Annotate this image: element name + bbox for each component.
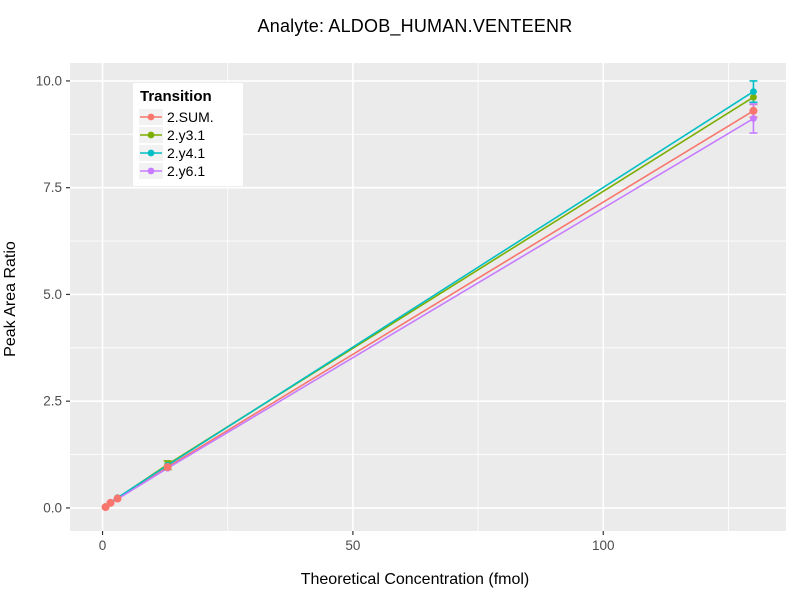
y-tick-label: 10.0	[36, 73, 62, 88]
legend-item-label: 2.y4.1	[167, 145, 206, 161]
data-point-2.y6.1	[750, 115, 757, 122]
legend-item-label: 2.y6.1	[167, 163, 206, 179]
data-point-2.SUM.	[163, 462, 172, 471]
legend-item-label: 2.y3.1	[167, 127, 206, 143]
legend-title: Transition	[140, 88, 212, 105]
legend-item-2sum: 2.SUM.	[139, 108, 235, 126]
x-tick-label: 0	[99, 538, 107, 553]
chart-title: Analyte: ALDOB_HUMAN.VENTEENR	[257, 16, 573, 36]
legend-key-line-dot-icon	[139, 145, 163, 161]
legend-key-line-dot-icon	[139, 127, 163, 143]
legend-item-2y61: 2.y6.1	[139, 162, 235, 180]
legend-key-line-dot-icon	[139, 163, 163, 179]
data-point-2.y4.1	[750, 88, 757, 96]
data-point-2.SUM.	[113, 494, 122, 503]
legend-item-2y31: 2.y3.1	[139, 126, 235, 144]
legend: Transition 2.SUM. 2.y3.1 2.y4.1 2.y6.1	[133, 83, 243, 186]
x-tick-label: 100	[592, 538, 615, 553]
data-point-2.y3.1	[750, 93, 757, 101]
x-tick-label: 50	[345, 538, 360, 553]
data-point-2.SUM.	[106, 498, 115, 507]
y-tick-label: 0.0	[43, 500, 62, 515]
y-axis-title: Peak Area Ratio	[2, 241, 19, 357]
legend-item-label: 2.SUM.	[167, 109, 214, 125]
y-tick-label: 7.5	[43, 180, 62, 195]
legend-key-line-dot-icon	[139, 109, 163, 125]
y-tick-label: 5.0	[43, 287, 62, 302]
x-axis-title: Theoretical Concentration (fmol)	[300, 571, 530, 588]
y-tick-label: 2.5	[43, 394, 62, 409]
legend-item-2y41: 2.y4.1	[139, 144, 235, 162]
data-point-2.SUM.	[749, 106, 758, 115]
